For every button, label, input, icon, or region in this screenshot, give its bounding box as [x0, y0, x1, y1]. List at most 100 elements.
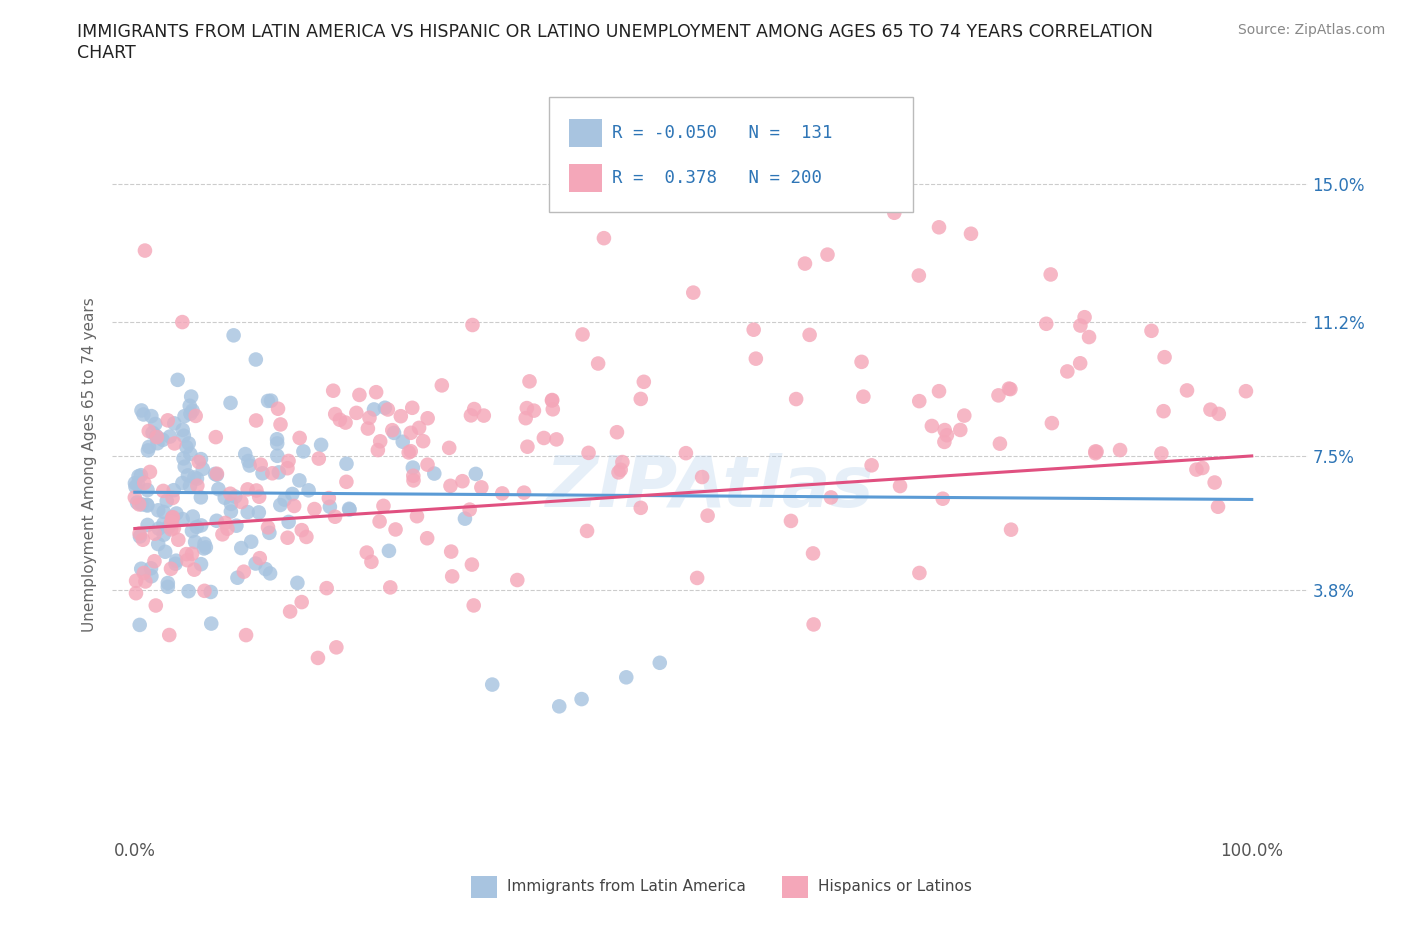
Point [803, 617, 825, 631]
Point [1206, 499, 1229, 514]
Point [454, 512, 477, 526]
Point [780, 513, 803, 528]
Point [607, 465, 630, 480]
Point [226, 570, 249, 585]
Point [1185, 462, 1208, 477]
Point [177, 468, 200, 483]
Point [143, 526, 166, 541]
Point [136, 498, 159, 513]
Point [470, 480, 492, 495]
Point [205, 468, 228, 483]
Point [516, 401, 538, 416]
Point [269, 498, 291, 512]
Point [183, 470, 205, 485]
Point [578, 445, 600, 460]
Point [267, 465, 290, 480]
Point [214, 515, 236, 530]
Point [439, 478, 461, 493]
Point [176, 440, 198, 455]
Point [236, 505, 259, 520]
Point [211, 527, 233, 542]
Point [172, 512, 194, 526]
Point [1069, 318, 1091, 333]
Point [908, 393, 931, 408]
Point [157, 628, 180, 643]
Point [548, 699, 571, 714]
Point [156, 579, 179, 594]
Point [356, 545, 378, 560]
FancyBboxPatch shape [548, 97, 914, 212]
Point [177, 584, 200, 599]
Point [451, 473, 474, 488]
Text: Hispanics or Latinos: Hispanics or Latinos [818, 879, 972, 894]
Point [335, 457, 357, 472]
Point [381, 423, 404, 438]
Point [200, 585, 222, 600]
Point [309, 437, 332, 452]
Point [308, 451, 330, 466]
Point [745, 352, 768, 366]
Point [288, 473, 311, 488]
Point [908, 565, 931, 580]
Text: Source: ZipAtlas.com: Source: ZipAtlas.com [1237, 23, 1385, 37]
Point [139, 561, 162, 576]
Point [127, 477, 149, 492]
Point [249, 458, 271, 472]
Point [934, 422, 956, 437]
Point [205, 466, 228, 481]
Point [889, 479, 911, 494]
Point [162, 510, 184, 525]
Point [398, 445, 420, 459]
Point [142, 425, 165, 440]
Point [738, 183, 761, 198]
Point [163, 436, 186, 451]
Point [430, 378, 453, 392]
Point [648, 656, 671, 671]
Point [1153, 404, 1175, 418]
Point [152, 484, 174, 498]
Point [124, 479, 146, 494]
Point [184, 408, 207, 423]
Point [128, 497, 150, 512]
Point [173, 408, 195, 423]
Text: IMMIGRANTS FROM LATIN AMERICA VS HISPANIC OR LATINO UNEMPLOYMENT AMONG AGES 65 T: IMMIGRANTS FROM LATIN AMERICA VS HISPANI… [77, 23, 1153, 41]
Point [204, 467, 226, 482]
Point [181, 509, 204, 524]
Point [160, 514, 183, 529]
Point [297, 483, 319, 498]
Point [129, 468, 152, 483]
Point [506, 573, 529, 588]
Point [134, 243, 156, 258]
Point [852, 390, 875, 405]
Point [1039, 267, 1062, 282]
Point [156, 494, 179, 509]
Point [224, 489, 246, 504]
Point [156, 576, 179, 591]
Point [399, 444, 422, 458]
Point [146, 430, 169, 445]
Point [571, 327, 593, 342]
Point [323, 510, 346, 525]
Point [928, 384, 950, 399]
Point [173, 428, 195, 443]
Point [157, 520, 180, 535]
Point [187, 455, 209, 470]
Point [472, 408, 495, 423]
Point [128, 469, 150, 484]
Point [382, 426, 405, 441]
Point [463, 402, 485, 417]
Point [437, 441, 460, 456]
Text: CHART: CHART [77, 44, 136, 61]
Point [193, 541, 215, 556]
Point [785, 392, 807, 406]
Point [162, 510, 184, 525]
Point [190, 518, 212, 533]
Point [402, 460, 425, 475]
Point [630, 500, 652, 515]
Point [908, 268, 931, 283]
Point [247, 489, 270, 504]
Point [232, 565, 254, 579]
Point [380, 580, 402, 595]
Point [162, 490, 184, 505]
Point [177, 436, 200, 451]
